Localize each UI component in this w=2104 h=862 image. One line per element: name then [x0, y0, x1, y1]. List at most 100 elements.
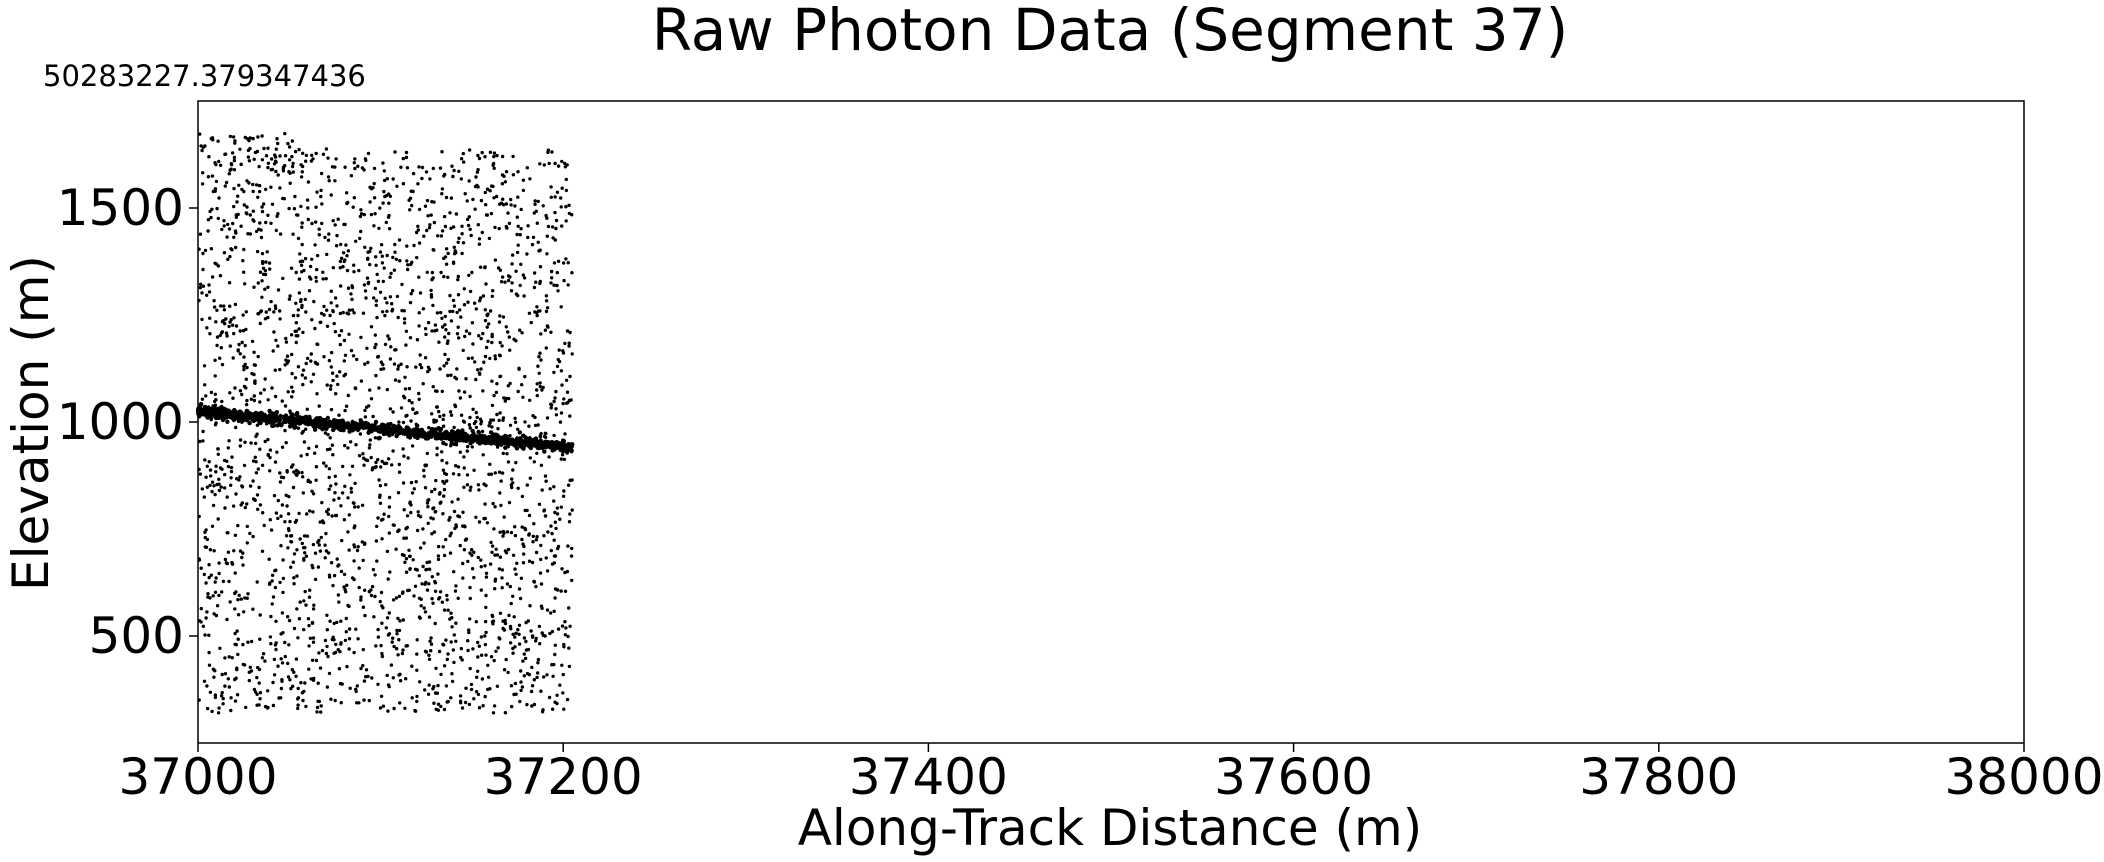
data-point: [388, 407, 393, 411]
data-point: [276, 288, 281, 292]
data-point: [534, 538, 539, 542]
data-point: [410, 696, 414, 700]
data-point: [297, 617, 302, 621]
data-point: [470, 321, 475, 325]
data-point: [476, 655, 480, 659]
data-point: [502, 668, 507, 672]
data-point: [292, 470, 296, 474]
data-point: [452, 660, 456, 665]
data-point: [506, 547, 511, 552]
data-point: [521, 659, 525, 663]
data-point: [391, 598, 396, 602]
data-point: [234, 231, 238, 235]
data-point: [272, 657, 277, 662]
data-point: [316, 565, 321, 569]
data-point: [477, 441, 482, 446]
data-point: [254, 471, 259, 475]
data-point: [479, 367, 483, 371]
data-point: [342, 222, 346, 227]
data-points: [196, 131, 575, 715]
data-point: [505, 530, 510, 534]
data-point: [305, 198, 310, 202]
data-point: [549, 281, 553, 285]
data-point: [229, 465, 234, 470]
data-point: [464, 377, 468, 381]
data-point: [304, 310, 308, 314]
data-point: [251, 209, 255, 213]
data-point: [559, 196, 563, 200]
data-point: [530, 665, 534, 670]
data-point: [444, 361, 449, 365]
data-point: [558, 517, 562, 521]
data-point: [241, 563, 245, 567]
data-point: [468, 227, 472, 231]
data-point: [260, 295, 264, 299]
data-point: [416, 510, 420, 514]
data-point: [433, 581, 438, 585]
data-point: [463, 192, 467, 196]
data-point: [550, 707, 555, 711]
data-point: [362, 542, 367, 546]
data-point: [313, 551, 318, 555]
data-point: [326, 654, 330, 659]
data-point: [385, 616, 390, 620]
data-point: [471, 647, 475, 651]
data-point: [488, 687, 492, 691]
data-point: [368, 262, 372, 267]
data-point: [258, 697, 262, 701]
data-point: [362, 212, 366, 217]
data-point: [513, 438, 518, 443]
data-point: [543, 328, 548, 332]
data-point: [395, 294, 400, 299]
data-point: [229, 167, 233, 171]
data-point: [274, 619, 278, 623]
data-point: [467, 273, 471, 277]
data-point: [453, 589, 458, 593]
data-point: [292, 582, 296, 586]
data-point: [550, 562, 555, 566]
data-point: [388, 295, 393, 299]
data-point: [408, 300, 413, 305]
data-point: [250, 371, 254, 376]
data-point: [344, 243, 348, 247]
data-point: [258, 613, 262, 617]
data-point: [232, 186, 236, 191]
data-point: [418, 546, 423, 550]
data-point: [290, 352, 294, 357]
data-point: [336, 593, 341, 597]
data-point: [551, 236, 555, 240]
data-point: [381, 279, 385, 284]
data-point: [206, 595, 210, 599]
data-point: [324, 531, 328, 536]
data-point: [322, 304, 326, 309]
data-point: [220, 399, 224, 404]
data-point: [560, 663, 564, 667]
data-point: [302, 534, 307, 538]
data-point: [222, 251, 227, 255]
data-point: [340, 538, 344, 543]
data-point: [553, 643, 557, 647]
data-point: [313, 577, 318, 582]
data-point: [401, 590, 405, 594]
data-point: [490, 425, 494, 429]
data-point: [247, 138, 251, 143]
data-point: [485, 325, 489, 329]
data-point: [570, 508, 574, 512]
data-point: [531, 534, 535, 538]
data-point: [381, 201, 385, 205]
data-point: [378, 706, 383, 710]
data-point: [423, 486, 428, 490]
data-point: [304, 421, 309, 426]
data-point: [347, 548, 351, 552]
data-point: [478, 296, 483, 300]
data-point: [205, 293, 209, 297]
data-point: [221, 415, 226, 420]
data-point: [287, 494, 291, 499]
data-point: [432, 220, 437, 225]
data-point: [539, 689, 543, 693]
data-point: [260, 134, 264, 138]
data-point: [561, 261, 566, 265]
data-point: [248, 136, 252, 140]
data-point: [524, 620, 528, 625]
data-point: [397, 379, 401, 383]
